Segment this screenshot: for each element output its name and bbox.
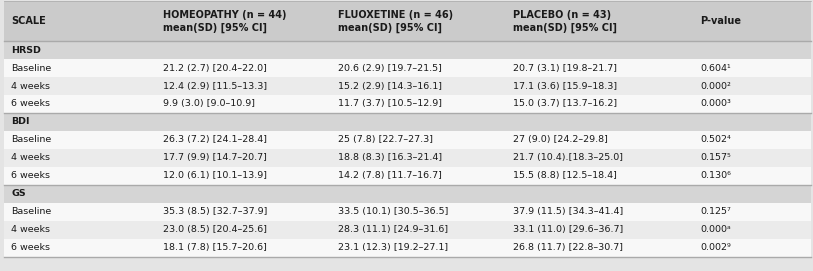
Text: HRSD: HRSD [11, 46, 41, 54]
Text: 12.0 (6.1) [10.1–13.9]: 12.0 (6.1) [10.1–13.9] [163, 171, 267, 180]
Text: 9.9 (3.0) [9.0–10.9]: 9.9 (3.0) [9.0–10.9] [163, 99, 255, 108]
Text: 35.3 (8.5) [32.7–37.9]: 35.3 (8.5) [32.7–37.9] [163, 207, 267, 216]
Text: 25 (7.8) [22.7–27.3]: 25 (7.8) [22.7–27.3] [338, 136, 433, 144]
Bar [4, 41, 811, 59]
Text: 20.7 (3.1) [19.8–21.7]: 20.7 (3.1) [19.8–21.7] [513, 63, 617, 73]
Text: PLACEBO (n = 43)
mean(SD) [95% CI]: PLACEBO (n = 43) mean(SD) [95% CI] [513, 10, 617, 33]
Text: FLUOXETINE (n = 46)
mean(SD) [95% CI]: FLUOXETINE (n = 46) mean(SD) [95% CI] [338, 10, 454, 33]
Text: 20.6 (2.9) [19.7–21.5]: 20.6 (2.9) [19.7–21.5] [338, 63, 442, 73]
Text: 12.4 (2.9) [11.5–13.3]: 12.4 (2.9) [11.5–13.3] [163, 82, 267, 91]
Text: 0.157⁵: 0.157⁵ [700, 153, 731, 162]
Text: 4 weeks: 4 weeks [11, 153, 50, 162]
Text: 15.2 (2.9) [14.3–16.1]: 15.2 (2.9) [14.3–16.1] [338, 82, 442, 91]
Text: Baseline: Baseline [11, 136, 52, 144]
Text: 6 weeks: 6 weeks [11, 243, 50, 252]
Text: 15.5 (8.8) [12.5–18.4]: 15.5 (8.8) [12.5–18.4] [513, 171, 617, 180]
Text: 0.002⁹: 0.002⁹ [700, 243, 731, 252]
Bar [4, 221, 811, 239]
Bar [4, 239, 811, 257]
Text: P-value: P-value [700, 16, 741, 26]
Bar [4, 77, 811, 95]
Text: 21.2 (2.7) [20.4–22.0]: 21.2 (2.7) [20.4–22.0] [163, 63, 267, 73]
Text: 0.130⁶: 0.130⁶ [700, 171, 731, 180]
Text: 26.3 (7.2) [24.1–28.4]: 26.3 (7.2) [24.1–28.4] [163, 136, 267, 144]
Text: 4 weeks: 4 weeks [11, 82, 50, 91]
Text: 23.1 (12.3) [19.2–27.1]: 23.1 (12.3) [19.2–27.1] [338, 243, 448, 252]
Text: 6 weeks: 6 weeks [11, 171, 50, 180]
Text: 0.125⁷: 0.125⁷ [700, 207, 731, 216]
Text: 28.3 (11.1) [24.9–31.6]: 28.3 (11.1) [24.9–31.6] [338, 225, 448, 234]
Text: Baseline: Baseline [11, 207, 52, 216]
Text: 26.8 (11.7) [22.8–30.7]: 26.8 (11.7) [22.8–30.7] [513, 243, 623, 252]
Bar [4, 131, 811, 149]
Text: 27 (9.0) [24.2–29.8]: 27 (9.0) [24.2–29.8] [513, 136, 608, 144]
Bar [4, 149, 811, 167]
Bar [4, 167, 811, 185]
Text: GS: GS [11, 189, 26, 198]
Bar [4, 59, 811, 77]
Bar [4, 203, 811, 221]
Text: 0.000ᵃ: 0.000ᵃ [700, 225, 731, 234]
Text: Baseline: Baseline [11, 63, 52, 73]
Text: 37.9 (11.5) [34.3–41.4]: 37.9 (11.5) [34.3–41.4] [513, 207, 624, 216]
Text: 11.7 (3.7) [10.5–12.9]: 11.7 (3.7) [10.5–12.9] [338, 99, 442, 108]
Bar [4, 1, 811, 41]
Text: 33.1 (11.0) [29.6–36.7]: 33.1 (11.0) [29.6–36.7] [513, 225, 624, 234]
Text: 0.000³: 0.000³ [700, 99, 731, 108]
Text: 18.1 (7.8) [15.7–20.6]: 18.1 (7.8) [15.7–20.6] [163, 243, 267, 252]
Bar [4, 185, 811, 203]
Text: 4 weeks: 4 weeks [11, 225, 50, 234]
Bar [4, 95, 811, 113]
Text: 6 weeks: 6 weeks [11, 99, 50, 108]
Text: BDI: BDI [11, 117, 30, 127]
Text: 17.7 (9.9) [14.7–20.7]: 17.7 (9.9) [14.7–20.7] [163, 153, 267, 162]
Text: HOMEOPATHY (n = 44)
mean(SD) [95% CI]: HOMEOPATHY (n = 44) mean(SD) [95% CI] [163, 10, 287, 33]
Text: 33.5 (10.1) [30.5–36.5]: 33.5 (10.1) [30.5–36.5] [338, 207, 449, 216]
Text: 17.1 (3.6) [15.9–18.3]: 17.1 (3.6) [15.9–18.3] [513, 82, 617, 91]
Text: 21.7 (10.4).[18.3–25.0]: 21.7 (10.4).[18.3–25.0] [513, 153, 623, 162]
Text: 0.502⁴: 0.502⁴ [700, 136, 731, 144]
Bar [4, 113, 811, 131]
Text: 0.604¹: 0.604¹ [700, 63, 731, 73]
Text: 0.000²: 0.000² [700, 82, 731, 91]
Text: 23.0 (8.5) [20.4–25.6]: 23.0 (8.5) [20.4–25.6] [163, 225, 267, 234]
Text: 14.2 (7.8) [11.7–16.7]: 14.2 (7.8) [11.7–16.7] [338, 171, 442, 180]
Text: SCALE: SCALE [11, 16, 46, 26]
Text: 18.8 (8.3) [16.3–21.4]: 18.8 (8.3) [16.3–21.4] [338, 153, 442, 162]
Text: 15.0 (3.7) [13.7–16.2]: 15.0 (3.7) [13.7–16.2] [513, 99, 617, 108]
